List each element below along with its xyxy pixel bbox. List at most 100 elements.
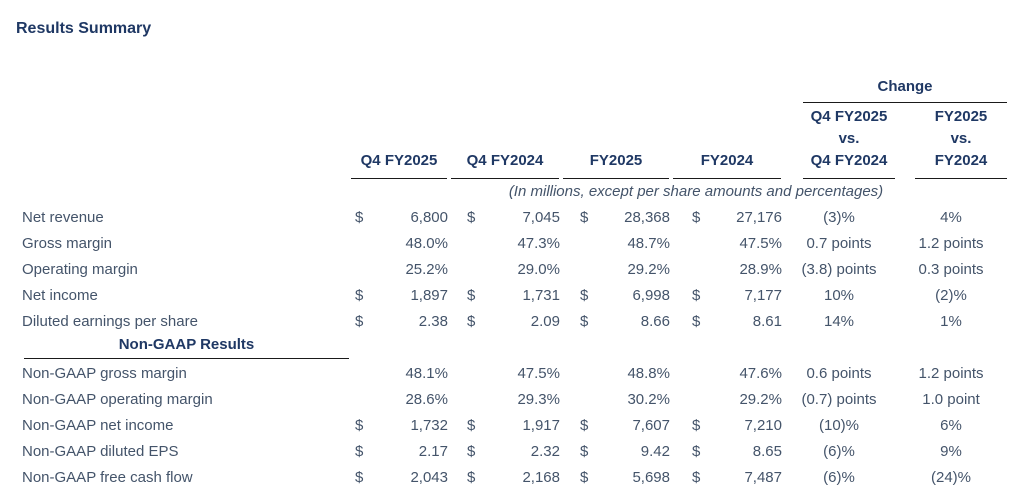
value-fy2024: 7,177 [744, 286, 782, 304]
row-label: Non-GAAP net income [22, 416, 174, 434]
dollar-sign-fy2025 [561, 230, 593, 256]
dollar-sign-fy2025 [561, 360, 593, 386]
table-row-9: Non-GAAP diluted EPS $ 2.17 $ 2.32 $ 9.4… [14, 438, 1007, 464]
dollar-sign-q4fy2024 [449, 256, 481, 282]
value-q4fy2024: 2.09 [530, 312, 560, 330]
column-header-q4fy2024: Q4 FY2024 [449, 103, 561, 179]
value-q4fy2024: 1,917 [522, 416, 560, 434]
dollar-sign-q4fy2025 [349, 386, 369, 412]
value-fy2024: 7,210 [744, 416, 782, 434]
value-fy2025: 6,998 [632, 286, 670, 304]
value-fy2025: 30.2% [627, 390, 670, 408]
header-spacer [14, 76, 783, 103]
value-q4fy2025: 2.17 [418, 442, 448, 460]
change-header-row: Change [14, 76, 1008, 103]
dollar-sign-fy2025 [561, 386, 593, 412]
section-header-cell: Non-GAAP Results [14, 334, 349, 360]
value-fy2025: 9.42 [640, 442, 670, 460]
units-note-row: (In millions, except per share amounts a… [14, 179, 1007, 204]
dollar-sign-fy2025: $ [580, 416, 589, 434]
dollar-sign-q4fy2024: $ [467, 416, 476, 434]
column-header-fy2025: FY2025 [561, 103, 671, 179]
dollar-sign-fy2024: $ [692, 312, 701, 330]
column-header-label: Q4 FY2024 [451, 150, 559, 179]
value-change-fy-vs-fy: 0.3 points [918, 260, 984, 278]
row-label: Net revenue [22, 208, 104, 226]
row-label: Diluted earnings per share [22, 312, 198, 330]
value-change-fy-vs-fy: 9% [940, 442, 962, 460]
value-q4fy2025: 48.1% [405, 364, 448, 382]
dollar-sign-fy2025 [561, 256, 593, 282]
value-q4fy2024: 47.5% [517, 364, 560, 382]
dollar-sign-q4fy2025: $ [355, 468, 364, 486]
value-change-fy-vs-fy: 1.2 points [918, 364, 984, 382]
value-q4fy2025: 2.38 [418, 312, 448, 330]
page-title: Results Summary [16, 20, 152, 37]
dollar-sign-q4fy2025: $ [355, 286, 364, 304]
value-change-fy-vs-fy: (24)% [931, 468, 972, 486]
value-fy2024: 28.9% [739, 260, 782, 278]
value-q4fy2025: 1,897 [410, 286, 448, 304]
results-summary-table: Change Q4 FY2025 Q4 FY2024 FY2025 FY2024 [14, 76, 1008, 490]
value-fy2025: 48.7% [627, 234, 670, 252]
dollar-sign-q4fy2024: $ [467, 312, 476, 330]
change-header-cell: Change [783, 76, 1008, 103]
dollar-sign-fy2024: $ [692, 286, 701, 304]
column-header-label: FY2025 [563, 150, 669, 179]
dollar-sign-q4fy2024: $ [467, 208, 476, 226]
dollar-sign-fy2024: $ [692, 442, 701, 460]
dollar-sign-fy2025: $ [580, 286, 589, 304]
value-fy2024: 47.6% [739, 364, 782, 382]
dollar-sign-fy2025: $ [580, 468, 589, 486]
table-row-7: Non-GAAP operating margin 28.6% 29.3% 30… [14, 386, 1007, 412]
value-change-q4-vs-q4: (6)% [823, 442, 855, 460]
value-q4fy2024: 47.3% [517, 234, 560, 252]
value-change-q4-vs-q4: (3.8) points [801, 260, 877, 278]
value-change-fy-vs-fy: (2)% [935, 286, 967, 304]
section-header-row: Non-GAAP Results [14, 334, 1007, 360]
dollar-sign-q4fy2025: $ [355, 442, 364, 460]
value-change-q4-vs-q4: 14% [823, 312, 855, 330]
dollar-sign-q4fy2024 [449, 386, 481, 412]
value-change-q4-vs-q4: 0.7 points [806, 234, 872, 252]
change-subheader-line: Q4 FY2025 [810, 108, 888, 125]
dollar-sign-fy2024 [671, 256, 705, 282]
row-label: Non-GAAP gross margin [22, 364, 187, 382]
change-subheader-line: FY2024 [934, 152, 988, 169]
dollar-sign-fy2025: $ [580, 208, 589, 226]
dollar-sign-q4fy2025 [349, 230, 369, 256]
column-header-row: Q4 FY2025 Q4 FY2024 FY2025 FY2024 Q4 FY2… [14, 103, 1008, 179]
value-fy2024: 7,487 [744, 468, 782, 486]
column-header-label: FY2024 [673, 150, 781, 179]
table-row-8: Non-GAAP net income $ 1,732 $ 1,917 $ 7,… [14, 412, 1007, 438]
dollar-sign-fy2024 [671, 360, 705, 386]
dollar-sign-q4fy2024 [449, 230, 481, 256]
dollar-sign-q4fy2025: $ [355, 416, 364, 434]
value-change-q4-vs-q4: (10)% [818, 416, 859, 434]
value-change-fy-vs-fy: 1.2 points [918, 234, 984, 252]
change-subheader-line: vs. [950, 130, 972, 147]
value-fy2025: 7,607 [632, 416, 670, 434]
value-q4fy2025: 25.2% [405, 260, 448, 278]
value-q4fy2024: 29.0% [517, 260, 560, 278]
header-spacer [14, 103, 349, 179]
value-q4fy2024: 2,168 [522, 468, 560, 486]
value-q4fy2024: 7,045 [522, 208, 560, 226]
dollar-sign-q4fy2025: $ [355, 312, 364, 330]
row-label: Non-GAAP free cash flow [22, 468, 193, 486]
value-change-q4-vs-q4: 0.6 points [806, 364, 872, 382]
value-q4fy2025: 28.6% [405, 390, 448, 408]
value-change-q4-vs-q4: (3)% [823, 208, 855, 226]
table-row-10: Non-GAAP free cash flow $ 2,043 $ 2,168 … [14, 464, 1007, 490]
row-label: Non-GAAP diluted EPS [22, 442, 179, 460]
dollar-sign-q4fy2025 [349, 360, 369, 386]
change-subheader-block: Q4 FY2025 vs. Q4 FY2024 [803, 106, 895, 179]
value-q4fy2024: 2.32 [530, 442, 560, 460]
dollar-sign-q4fy2024 [449, 360, 481, 386]
change-header-label: Change [803, 76, 1008, 103]
table-row-1: Gross margin 48.0% 47.3% 48.7% 47.5% 0.7… [14, 230, 1007, 256]
dollar-sign-fy2024 [671, 230, 705, 256]
change-subheader-line: Q4 FY2024 [810, 152, 888, 169]
row-label: Net income [22, 286, 98, 304]
value-fy2024: 47.5% [739, 234, 782, 252]
